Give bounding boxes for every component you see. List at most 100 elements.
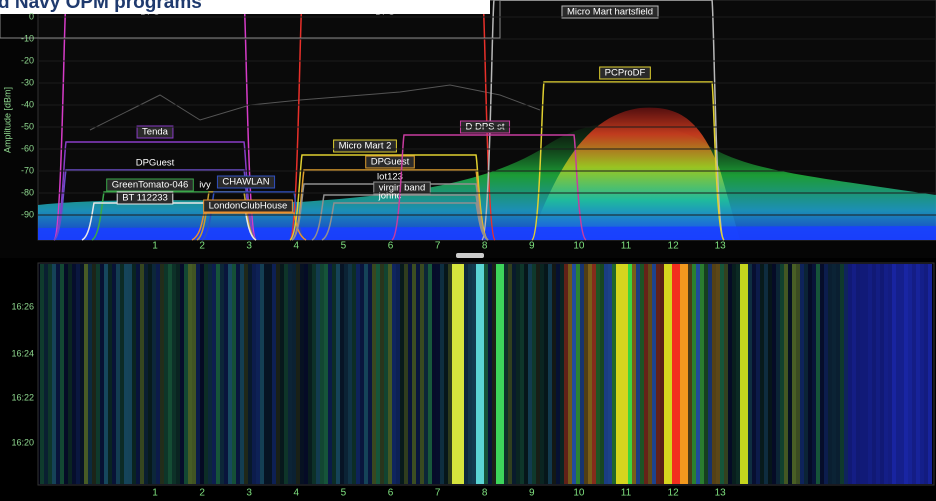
waterfall-stripe [704,264,708,484]
waterfall-stripe [424,264,428,484]
spectrum-app: DPSDPSMicro Mart hartsfieldPCProDFTendaD… [0,0,936,501]
waterfall-stripe [792,264,796,484]
waterfall-stripe [496,264,500,484]
waterfall-stripe [388,264,392,484]
waterfall-stripe [896,264,900,484]
waterfall-stripe [632,264,636,484]
network-label: ivy [199,180,211,191]
waterfall-stripe [728,264,732,484]
waterfall-stripe [760,264,764,484]
waterfall-stripe [392,264,396,484]
channel-label: 9 [529,241,535,252]
waterfall-stripe [884,264,888,484]
channel-label: 1 [152,241,158,252]
time-label: 16:26 [11,301,34,311]
waterfall-stripe [184,264,188,484]
splitter-handle[interactable] [456,253,484,258]
channel-label: 10 [573,241,585,252]
waterfall-stripe [412,264,416,484]
waterfall-stripe [524,264,528,484]
waterfall-stripe [796,264,800,484]
waterfall-stripe [176,264,180,484]
waterfall-stripe [708,264,712,484]
network-label: LondonClubHouse [209,201,288,212]
page: DPSDPSMicro Mart hartsfieldPCProDFTendaD… [0,0,936,501]
waterfall-stripe [172,264,176,484]
waterfall-stripe [584,264,588,484]
waterfall-stripe [464,264,468,484]
waterfall-stripe [764,264,768,484]
waterfall-stripe [284,264,288,484]
waterfall-stripe [752,264,756,484]
waterfall-stripe [156,264,160,484]
waterfall-stripe [84,264,88,484]
waterfall-stripe [628,264,632,484]
waterfall-stripe [876,264,880,484]
waterfall-stripe [904,264,908,484]
waterfall-stripe [264,264,268,484]
y-tick-label: -20 [21,55,34,65]
waterfall-stripe [368,264,372,484]
waterfall-stripe [492,264,496,484]
waterfall-stripe [776,264,780,484]
waterfall-stripe [912,264,916,484]
waterfall-stripe [136,264,140,484]
channel-label: 8 [482,241,488,252]
channel-label: 9 [529,488,535,499]
waterfall-stripe [272,264,276,484]
waterfall-stripe [152,264,156,484]
channel-label: 8 [482,488,488,499]
waterfall-stripe [784,264,788,484]
waterfall-stripe [836,264,840,484]
waterfall-stripe [668,264,672,484]
waterfall-stripe [572,264,576,484]
waterfall-stripe [116,264,120,484]
waterfall-stripe [688,264,692,484]
waterfall-stripe [248,264,252,484]
waterfall-stripe [260,264,264,484]
waterfall-stripe [128,264,132,484]
waterfall-stripe [124,264,128,484]
waterfall-stripe [888,264,892,484]
channel-label: 5 [341,488,347,499]
waterfall-stripe [516,264,520,484]
time-label: 16:22 [11,392,34,402]
channel-label: 13 [715,488,727,499]
channel-label: 7 [435,241,441,252]
waterfall-stripe [340,264,344,484]
waterfall-stripe [816,264,820,484]
waterfall-stripe [600,264,604,484]
waterfall-stripe [712,264,716,484]
waterfall-stripe [436,264,440,484]
waterfall-stripe [672,264,676,484]
waterfall-stripe [352,264,356,484]
waterfall-stripe [408,264,412,484]
waterfall-stripe [72,264,76,484]
waterfall-stripe [900,264,904,484]
y-tick-label: -10 [21,33,34,43]
channel-label: 11 [621,488,632,499]
waterfall-stripe [224,264,228,484]
network-label: DPGuest [371,157,410,168]
waterfall-stripe [212,264,216,484]
y-tick-label: -70 [21,165,34,175]
waterfall-stripe [460,264,464,484]
channel-label: 4 [294,488,300,499]
waterfall-stripe [820,264,824,484]
waterfall-stripe [96,264,100,484]
waterfall-stripe [56,264,60,484]
waterfall-stripe [780,264,784,484]
waterfall-stripe [100,264,104,484]
waterfall-stripe [852,264,856,484]
channel-label: 2 [199,241,205,252]
waterfall-stripe [308,264,312,484]
waterfall-stripe [844,264,848,484]
waterfall-stripe [104,264,108,484]
waterfall-stripe [676,264,680,484]
waterfall-stripe [92,264,96,484]
network-label: DPGuest [136,158,175,169]
waterfall-stripe [696,264,700,484]
waterfall-stripe [452,264,456,484]
waterfall-stripe [832,264,836,484]
waterfall-stripe [612,264,616,484]
